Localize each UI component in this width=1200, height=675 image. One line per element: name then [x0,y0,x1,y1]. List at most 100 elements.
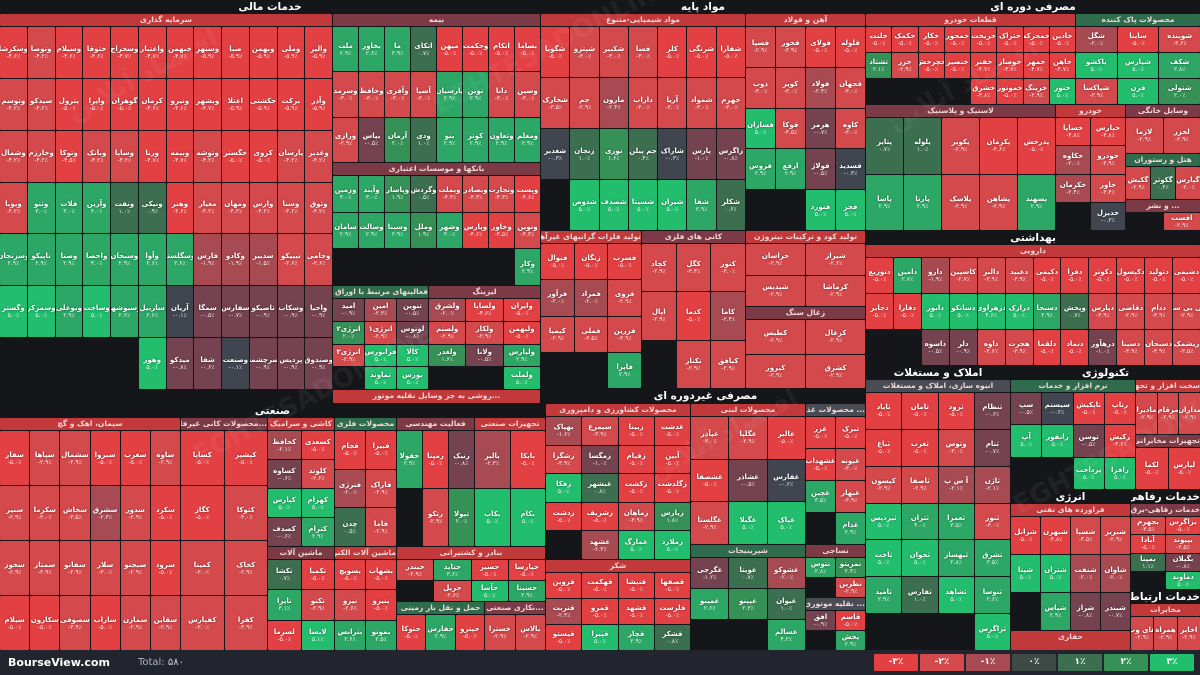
stock-tile[interactable]: وغدیر -۴.۲٪ [305,130,332,182]
stock-tile[interactable]: ولشرق -۲.۰٪ [429,299,466,321]
stock-tile[interactable]: دامین ۲.۷٪ [893,258,921,293]
stock-tile[interactable]: ثزاگرس ۵.۰٪ [974,614,1010,650]
stock-tile[interactable]: ولبهمن -۵.۰٪ [503,321,540,344]
stock-tile[interactable]: سغرب -۵.۰٪ [120,431,150,485]
stock-tile[interactable]: شسینا ۵.۰٪ [628,180,658,230]
stock-tile[interactable]: سیدکو -۴.۲٪ [27,78,55,130]
stock-tile[interactable]: وصنا ۲.۹٪ [55,234,83,286]
stock-tile[interactable]: زملارد ۵.۰٪ [654,531,690,559]
stock-tile[interactable]: غدام ۲.۹٪ [836,513,865,544]
stock-tile[interactable]: فجر ۵.۰٪ [836,190,865,230]
stock-tile[interactable]: وسکاب -۰.۹٪ [277,286,305,338]
stock-tile[interactable]: بساما -۵.۰٪ [515,27,540,72]
stock-tile[interactable]: وآوا ۲.۶٪ [138,234,166,286]
stock-tile[interactable]: فولاد -۲.۴٪ [806,67,835,108]
stock-tile[interactable]: نطرین -۲.۹٪ [836,578,865,597]
stock-tile[interactable]: غویتا ۰.۷٪ [729,558,767,588]
industry-group-header[interactable]: محصولات فلزی [335,418,396,430]
stock-tile[interactable]: وخاور -۴.۵٪ [489,212,514,249]
stock-tile[interactable]: وبشهر -۴.۷٪ [194,78,221,130]
stock-tile[interactable]: وهور ۵.۰٪ [138,338,166,389]
industry-group-header[interactable]: فعالیتهای مرتبط با اوراق بهادار [333,286,428,298]
stock-tile[interactable]: حپترو -۵.۰٪ [455,615,484,650]
stock-tile[interactable]: سیمرغ -۳.۹٪ [582,417,618,445]
stock-tile[interactable]: رکیش -۴.۶٪ [1104,425,1135,457]
stock-tile[interactable]: کیسون -۲.۹٪ [866,466,902,503]
stock-tile[interactable]: کتوکا -۴.۰٪ [224,486,267,540]
stock-tile[interactable]: سخاش -۳.۵٪ [60,486,90,540]
stock-tile[interactable]: خوساز -۴.۷٪ [997,53,1023,78]
stock-tile[interactable]: داراب -۳.۰٪ [628,78,658,128]
stock-tile[interactable]: حپارسا -۵.۰٪ [508,560,545,580]
stock-tile[interactable]: رتکو -۲.۹٪ [423,489,448,546]
stock-tile[interactable]: آپ ۵.۰٪ [1011,425,1042,457]
stock-tile[interactable]: کبافق -۲.۹٪ [711,340,745,388]
stock-tile[interactable]: شفا ۲.۹٪ [687,180,716,230]
stock-tile[interactable]: زاگرس -۰.۸٪ [716,129,745,179]
industry-group-header[interactable]: تولید کود و ترکیبات نیتروژن [746,231,865,243]
stock-tile[interactable]: افق -۰.۹٪ [806,611,835,630]
stock-tile[interactable]: وثنو ۳.۰٪ [27,182,55,234]
stock-tile[interactable]: کفرا -۳.۹٪ [224,596,267,650]
industry-group-header[interactable]: حمل و نقل بار زمینی [397,602,484,614]
stock-tile[interactable]: سپاها -۲.۹٪ [30,431,60,485]
stock-tile[interactable]: وتوکا -۴.۵٪ [55,130,83,182]
stock-tile[interactable]: رانفور ۵.۰٪ [1042,425,1073,457]
stock-tile[interactable]: وسیلام -۴.۶٪ [55,27,83,78]
industry-group-header[interactable]: بیمه [333,14,540,26]
stock-tile[interactable]: وآذر -۵.۹٪ [305,78,332,130]
stock-tile[interactable]: خراسان -۲.۹٪ [746,244,805,275]
stock-tile[interactable]: وساپا -۴.۲٪ [111,130,138,182]
stock-tile[interactable]: قشکر ۰.۸٪ [654,625,690,650]
stock-tile[interactable]: بموتو ۳.۵٪ [366,620,396,650]
stock-tile[interactable]: ثپردیس ۵.۰٪ [866,503,902,540]
stock-tile[interactable]: وسبهر -۵.۹٪ [194,27,221,78]
stock-tile[interactable]: کچاد -۲.۹٪ [642,244,676,292]
stock-tile[interactable]: فایرا ۲.۹٪ [608,352,641,388]
stock-tile[interactable]: غشهد -۲.۳٪ [582,531,618,559]
stock-tile[interactable]: خسترا -۲.۹٪ [485,615,515,650]
stock-tile[interactable]: نمرینو ۲.۴٪ [836,558,865,577]
stock-tile[interactable]: وبانک -۴.۲٪ [83,130,110,182]
stock-tile[interactable]: حکشتی -۵.۹٪ [249,78,277,130]
stock-tile[interactable]: جهرم -۳.۰٪ [716,78,745,128]
stock-tile[interactable]: وپویا -۴.۲٪ [0,182,27,234]
stock-tile[interactable]: جم پیلن ۰.۴٪ [628,129,658,179]
stock-tile[interactable]: فسازان ۵.۰٪ [746,108,775,149]
stock-tile[interactable]: خزر -۲.۹٪ [892,53,918,78]
stock-tile[interactable]: واحصا ۳.۰٪ [83,234,110,286]
stock-tile[interactable]: حتاید ۳.۶٪ [434,560,471,580]
stock-tile[interactable]: ونیرو -۴.۶٪ [166,78,194,130]
stock-tile[interactable]: ختراک -۵.۰٪ [997,27,1023,52]
stock-tile[interactable]: خودرو -۲.۹٪ [1091,146,1125,174]
stock-tile[interactable]: دارو -۱.۹٪ [921,258,949,293]
stock-tile[interactable]: لسرما -۵.۰٪ [268,620,301,650]
stock-tile[interactable]: تاصیکو -۰.۹٪ [249,286,277,338]
industry-group-header[interactable]: سخت افزار و تجهیزات [1136,380,1200,392]
stock-tile[interactable]: تنوین -۰.۵٪ [397,299,428,321]
stock-tile[interactable]: وملل ۱.۹٪ [411,212,436,249]
stock-tile[interactable]: گپارس -۳.۰٪ [1176,167,1200,199]
stock-tile[interactable]: زگلدشت -۵.۰٪ [654,474,690,502]
stock-tile[interactable]: وملی -۵.۹٪ [277,27,305,78]
stock-tile[interactable]: غیوان ۱.۰٪ [767,589,805,619]
industry-group-header[interactable]: ... نقلیه موتوری [806,598,865,610]
stock-tile[interactable]: دزهراوی ۴.۶٪ [977,294,1005,329]
stock-tile[interactable]: ونوین -۴.۳٪ [515,212,540,249]
stock-tile[interactable]: ارفع ۲.۹٪ [776,149,805,190]
stock-tile[interactable]: خمحور -۵.۰٪ [944,27,970,52]
stock-tile[interactable]: خمهر -۴.۷٪ [1023,53,1049,78]
stock-tile[interactable]: وایرا -۵.۰٪ [83,78,110,130]
stock-tile[interactable]: خرینگ -۲.۹٪ [1023,79,1049,104]
stock-tile[interactable]: وپست -۴.۶٪ [515,176,540,212]
stock-tile[interactable]: زپارس ۱.۸٪ [654,502,690,531]
stock-tile[interactable]: بجهرم -۳.۵٪ [1131,517,1165,535]
stock-tile[interactable]: ساینا -۵.۰٪ [1117,27,1159,52]
stock-tile[interactable]: وتعاون ۲.۹٪ [489,117,514,162]
stock-tile[interactable]: کگاز -۵.۰٪ [181,486,224,540]
stock-tile[interactable]: ملت ۲.۹٪ [333,27,358,72]
stock-tile[interactable]: تکشا ۰.۷٪ [268,560,301,590]
stock-tile[interactable]: کرمان -۴.۶٪ [138,78,166,130]
stock-tile[interactable]: وسنا -۴.۲٪ [277,182,305,234]
industry-group-header[interactable]: تجهیزات مخابراتی [1136,435,1200,447]
